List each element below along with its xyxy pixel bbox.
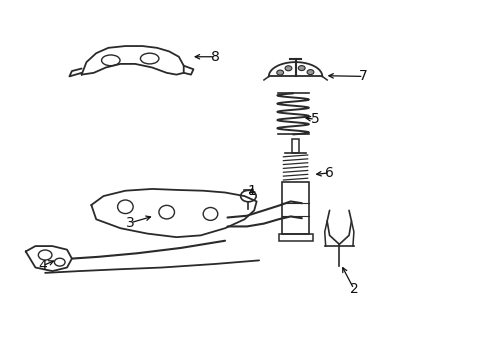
Circle shape — [298, 66, 305, 71]
Text: 5: 5 — [310, 112, 319, 126]
Circle shape — [306, 69, 313, 75]
Text: 2: 2 — [349, 282, 358, 296]
Text: 3: 3 — [125, 216, 134, 230]
Circle shape — [276, 70, 283, 75]
Circle shape — [285, 66, 291, 71]
Text: 6: 6 — [325, 166, 333, 180]
Bar — [278, 234, 312, 241]
Text: 8: 8 — [210, 50, 219, 64]
Text: 4: 4 — [38, 259, 47, 273]
Text: 7: 7 — [359, 69, 367, 84]
Bar — [291, 139, 299, 153]
Text: 1: 1 — [247, 184, 256, 198]
Bar — [282, 182, 308, 234]
